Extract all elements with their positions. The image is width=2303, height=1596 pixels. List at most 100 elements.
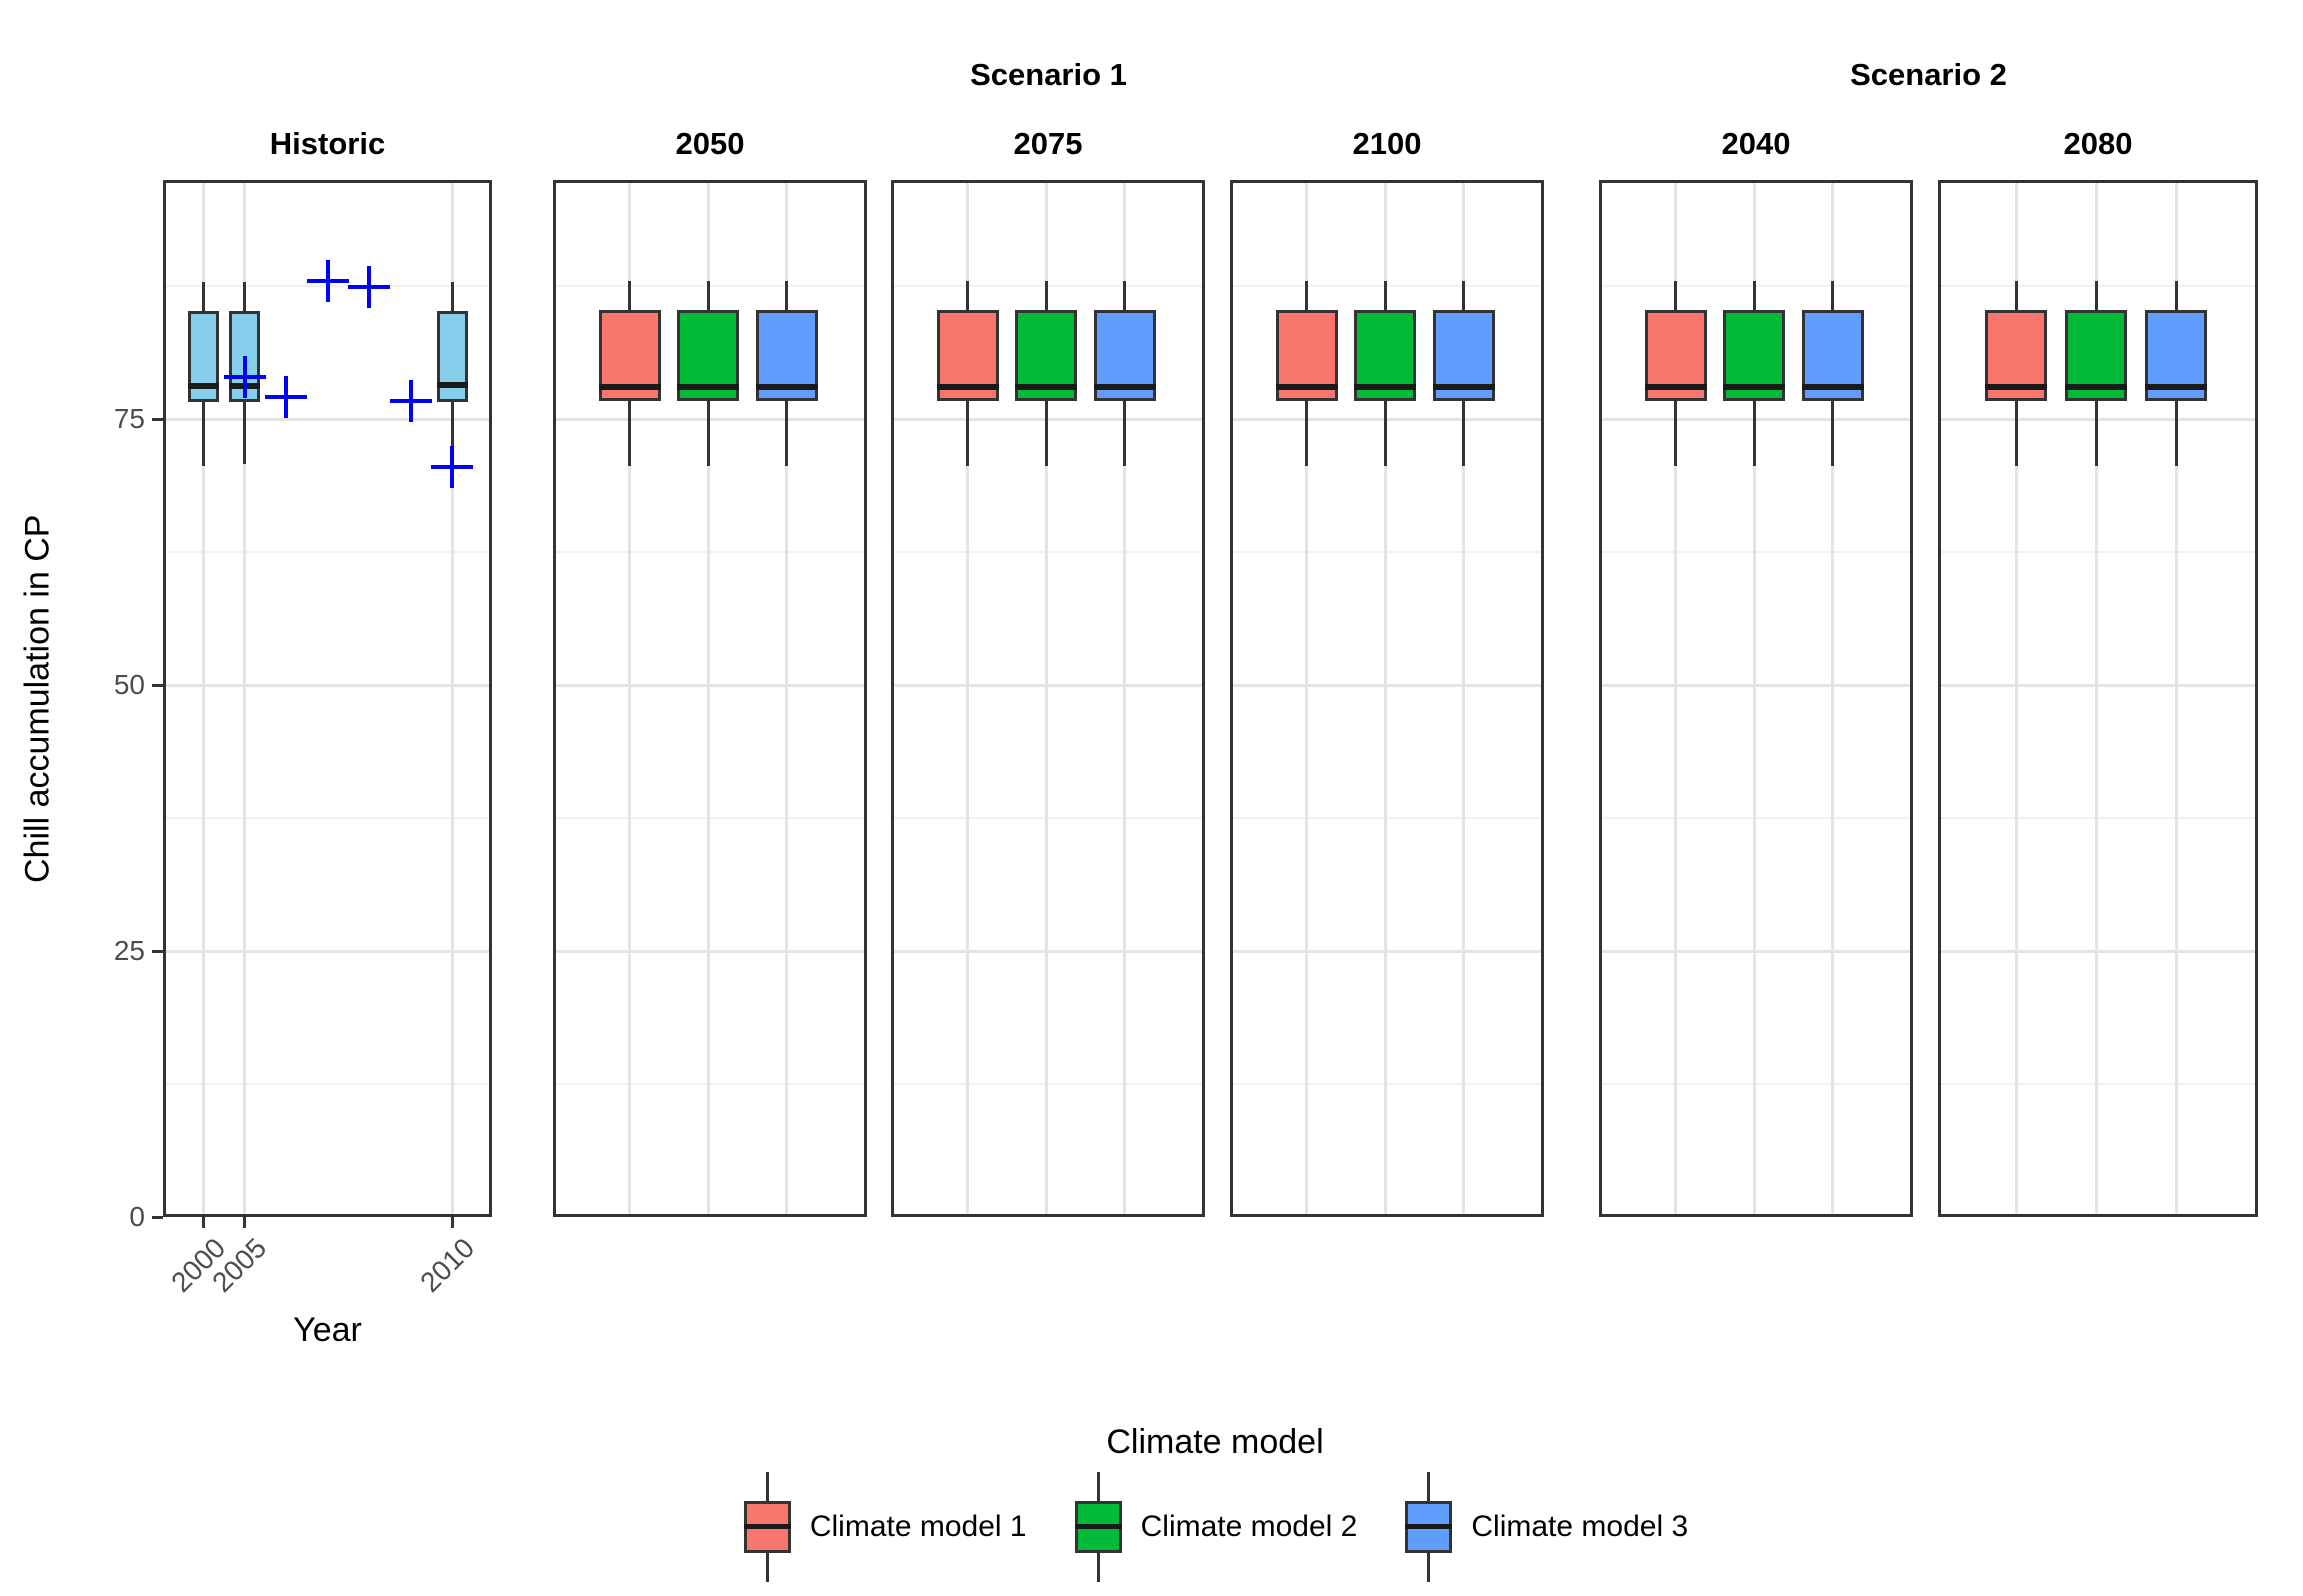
panel-title-2075: 2075 xyxy=(1013,126,1083,161)
boxplot-median xyxy=(2145,384,2208,391)
y-tick xyxy=(152,949,163,953)
gridline-vertical xyxy=(1674,180,1678,1217)
legend-label: Climate model 2 xyxy=(1140,1510,1358,1543)
gridline-vertical xyxy=(706,180,710,1217)
gridline-vertical xyxy=(2174,180,2178,1217)
legend-median xyxy=(743,1524,791,1529)
gridline-minor xyxy=(1230,1083,1544,1086)
x-tick xyxy=(243,1217,247,1228)
boxplot-box xyxy=(436,310,468,403)
y-tick-label: 0 xyxy=(129,1201,145,1232)
gridline-vertical xyxy=(1123,180,1127,1217)
gridline-major xyxy=(1599,417,1913,421)
y-tick xyxy=(152,417,163,421)
boxplot-median xyxy=(1801,384,1864,391)
plus-v xyxy=(408,380,413,423)
gridline-minor xyxy=(1599,285,1913,288)
gridline-major xyxy=(1938,949,2258,953)
gridline-major xyxy=(891,683,1205,687)
observed-point xyxy=(348,266,391,309)
legend-whisker-top xyxy=(1096,1472,1100,1503)
gridline-vertical xyxy=(450,180,454,1217)
legend-boxplot-glyph xyxy=(1073,1472,1125,1582)
gridline-minor xyxy=(553,817,867,820)
gridline-major xyxy=(891,417,1205,421)
gridline-major xyxy=(163,949,492,953)
observed-point xyxy=(306,260,349,303)
gridline-major xyxy=(1599,1215,1913,1217)
gridline-vertical xyxy=(1305,180,1309,1217)
boxplot-median xyxy=(187,383,219,390)
panel-2040 xyxy=(1599,180,1913,1217)
plus-v xyxy=(450,446,455,489)
gridline-major xyxy=(1230,949,1544,953)
panel-2100 xyxy=(1230,180,1544,1217)
legend-item: Climate model 3 xyxy=(1403,1472,1688,1582)
gridline-minor xyxy=(553,551,867,554)
boxplot-median xyxy=(598,384,661,391)
gridline-minor xyxy=(163,551,492,554)
y-tick xyxy=(152,683,163,687)
gridline-major xyxy=(891,1215,1205,1217)
legend-median xyxy=(1405,1524,1453,1529)
gridline-vertical xyxy=(2094,180,2098,1217)
group-header: Scenario 1 xyxy=(970,57,1127,92)
gridline-vertical xyxy=(1752,180,1756,1217)
gridline-minor xyxy=(1938,1083,2258,1086)
legend-whisker-bottom xyxy=(1427,1551,1431,1582)
legend-boxplot-glyph xyxy=(742,1472,794,1582)
panel-2075 xyxy=(891,180,1205,1217)
boxplot-median xyxy=(1275,384,1338,391)
plus-v xyxy=(242,355,247,398)
gridline-major xyxy=(1230,417,1544,421)
observed-point xyxy=(265,375,308,418)
gridline-vertical xyxy=(628,180,632,1217)
gridline-major xyxy=(1599,683,1913,687)
gridline-minor xyxy=(1599,1083,1913,1086)
legend-items: Climate model 1 Climate model 2 Climate mo… xyxy=(130,1472,2300,1582)
gridline-minor xyxy=(1599,817,1913,820)
legend-boxplot-glyph xyxy=(1403,1472,1455,1582)
y-tick xyxy=(152,1215,163,1219)
gridline-minor xyxy=(163,1083,492,1086)
gridline-major xyxy=(1230,683,1544,687)
gridline-major xyxy=(163,683,492,687)
legend-whisker-bottom xyxy=(765,1551,769,1582)
gridline-minor xyxy=(891,285,1205,288)
legend-item: Climate model 2 xyxy=(1073,1472,1358,1582)
gridline-major xyxy=(1230,1215,1544,1217)
boxplot-median xyxy=(436,382,468,389)
gridline-vertical xyxy=(1383,180,1387,1217)
gridline-minor xyxy=(163,817,492,820)
gridline-minor xyxy=(1599,551,1913,554)
gridline-vertical xyxy=(2014,180,2018,1217)
panel-title-2040: 2040 xyxy=(1721,126,1791,161)
gridline-minor xyxy=(553,285,867,288)
y-tick-label: 50 xyxy=(113,669,145,701)
y-tick-label: 75 xyxy=(113,403,145,435)
gridline-minor xyxy=(891,551,1205,554)
gridline-minor xyxy=(891,817,1205,820)
gridline-vertical xyxy=(201,180,205,1217)
gridline-major xyxy=(163,417,492,421)
panel-title-2080: 2080 xyxy=(2063,126,2133,161)
boxplot-median xyxy=(755,384,818,391)
x-axis-title: Year xyxy=(293,1311,362,1349)
gridline-major xyxy=(553,683,867,687)
gridline-minor xyxy=(1230,285,1544,288)
boxplot-median xyxy=(1723,384,1786,391)
x-tick xyxy=(201,1217,205,1228)
gridline-minor xyxy=(1230,817,1544,820)
gridline-minor xyxy=(1938,285,2258,288)
legend-label: Climate model 3 xyxy=(1471,1510,1689,1543)
gridline-major xyxy=(553,417,867,421)
gridline-major xyxy=(1938,1215,2258,1217)
gridline-vertical xyxy=(1831,180,1835,1217)
boxplot-median xyxy=(677,384,740,391)
boxplot-median xyxy=(1093,384,1156,391)
plus-v xyxy=(325,260,330,303)
panel-title-2100: 2100 xyxy=(1352,126,1422,161)
gridline-vertical xyxy=(1462,180,1466,1217)
panel-title-historic: Historic xyxy=(269,126,386,161)
